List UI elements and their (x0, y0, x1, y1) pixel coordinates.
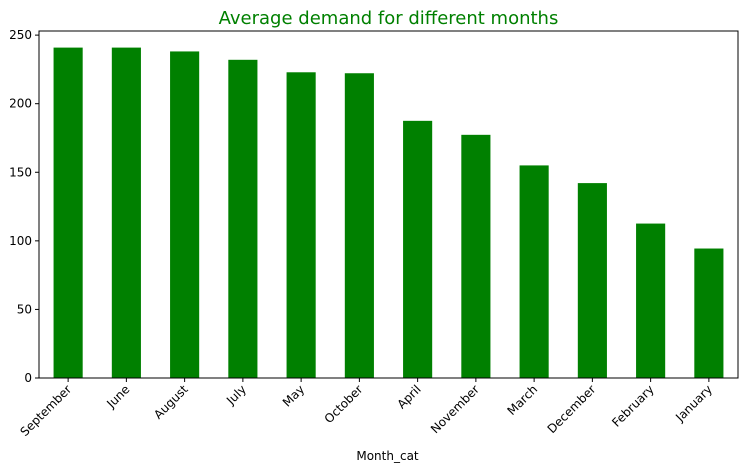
x-tick-label: October (322, 382, 366, 426)
bar-october (344, 73, 374, 379)
chart-title: Average demand for different months (219, 8, 559, 29)
x-tick-label: June (103, 382, 132, 411)
x-tick-label: August (151, 382, 191, 422)
bar-february (636, 223, 666, 378)
y-tick-label: 100 (9, 234, 32, 248)
bar-march (519, 165, 549, 378)
y-tick-label: 50 (17, 302, 32, 316)
x-tick-label: November (428, 382, 482, 436)
y-tick-label: 150 (9, 165, 32, 179)
bar-august (170, 51, 200, 378)
x-tick-label: January (672, 382, 715, 425)
x-tick-label: April (394, 382, 423, 411)
y-tick-label: 250 (9, 28, 32, 42)
y-tick-label: 200 (9, 97, 32, 111)
x-tick-label: July (223, 382, 249, 408)
x-tick-label: December (545, 382, 599, 436)
bar-january (694, 248, 724, 378)
x-tick-label: March (504, 382, 540, 418)
bar-july (228, 59, 258, 379)
plot-frame (38, 30, 739, 379)
bar-may (286, 72, 316, 379)
bar-june (111, 47, 141, 379)
x-axis-label: Month_cat (356, 449, 419, 463)
bar-april (403, 120, 433, 378)
y-tick-label: 0 (24, 371, 32, 385)
x-tick-label: May (280, 382, 307, 409)
x-tick-label: February (609, 382, 657, 430)
x-axis: September June August July May October April No… (17, 378, 715, 439)
x-tick-label: September (17, 382, 74, 439)
bar-november (461, 134, 491, 378)
y-axis: 0 50 100 150 200 250 (9, 28, 39, 385)
bar-december (577, 183, 607, 378)
bars-group (53, 47, 724, 379)
bar-september (53, 47, 83, 379)
